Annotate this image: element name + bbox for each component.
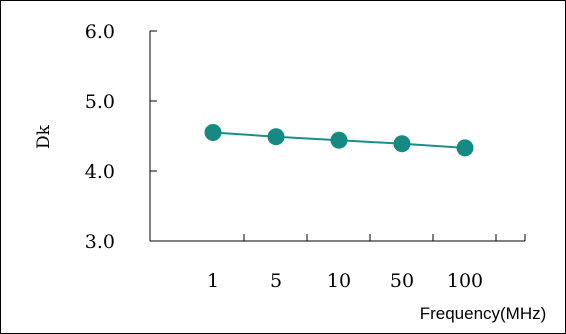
x-tick-label: 10 <box>327 270 351 292</box>
data-point <box>393 135 411 153</box>
series-layer <box>204 124 474 157</box>
y-tick-label: 4.0 <box>85 161 115 183</box>
data-point <box>456 139 474 157</box>
x-axis-title: Frequency(MHz) <box>420 304 547 323</box>
y-tick-label: 6.0 <box>85 21 115 43</box>
x-tick-label: 5 <box>270 270 282 292</box>
data-point <box>267 128 285 146</box>
x-tick-label: 1 <box>207 270 219 292</box>
data-point <box>204 124 222 141</box>
axes <box>149 30 526 242</box>
y-tick-label: 5.0 <box>85 91 115 113</box>
y-tick-label: 3.0 <box>85 231 115 253</box>
y-tick-labels: 3.0 4.0 5.0 6.0 <box>85 21 115 253</box>
data-point <box>330 131 348 149</box>
y-axis-title: Dk <box>34 124 54 149</box>
x-tick-label: 100 <box>447 270 483 292</box>
x-tick-labels: 1 5 10 50 100 <box>207 270 483 292</box>
x-tick-label: 50 <box>390 270 414 292</box>
